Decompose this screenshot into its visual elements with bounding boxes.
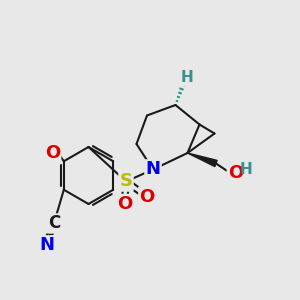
Text: O: O xyxy=(140,188,154,206)
Text: S: S xyxy=(119,172,133,190)
Text: C: C xyxy=(48,214,60,232)
Text: H: H xyxy=(240,162,252,177)
Text: O: O xyxy=(117,195,132,213)
Text: N: N xyxy=(39,236,54,254)
Polygon shape xyxy=(188,153,217,166)
Text: H: H xyxy=(181,70,194,86)
Text: O: O xyxy=(228,164,243,181)
Text: N: N xyxy=(146,160,160,178)
Text: O: O xyxy=(45,144,60,162)
